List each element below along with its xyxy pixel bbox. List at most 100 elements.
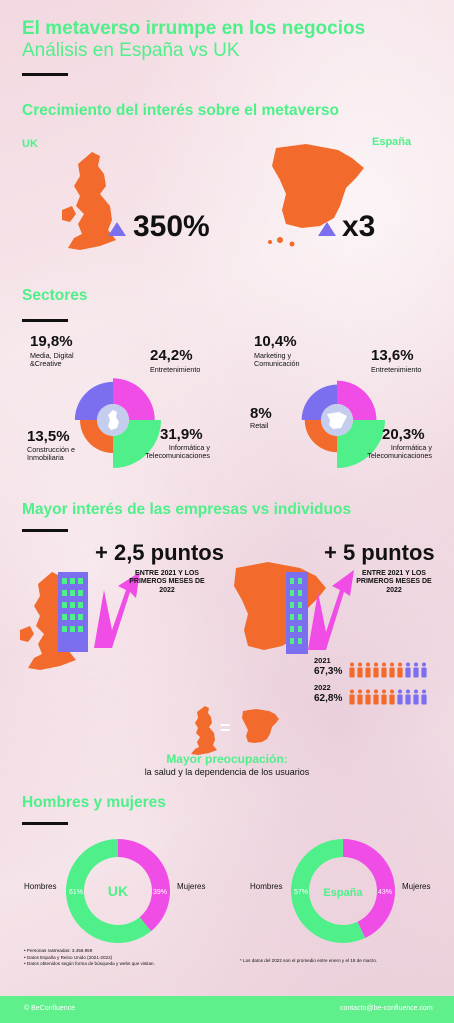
concern-text: la salud y la dependencia de los usuario… bbox=[144, 767, 310, 777]
spain-men-pct: 57% bbox=[294, 889, 308, 896]
uk-women-segment bbox=[118, 839, 170, 932]
spain-sector-label: Retail bbox=[250, 421, 269, 430]
person-icon bbox=[357, 689, 363, 705]
title-divider bbox=[22, 73, 68, 76]
companies-divider bbox=[22, 529, 68, 532]
person-icon bbox=[397, 662, 403, 678]
stat-year: 2022 bbox=[314, 683, 331, 692]
spain-points-note: ENTRE 2021 Y LOS PRIMEROS MESES DE 2022 bbox=[356, 570, 432, 594]
arrow-up-right-icon bbox=[94, 572, 140, 648]
notes-left: • Personas rastreadas: 3.456.959 • Datos… bbox=[24, 948, 155, 968]
uk-women-label: Mujeres bbox=[177, 882, 206, 891]
uk-men-pct: 61% bbox=[69, 889, 83, 896]
uk-sector-value: 31,9% bbox=[160, 426, 203, 443]
uk-sector-value: 13,5% bbox=[27, 428, 70, 445]
arrow-up-right-icon bbox=[308, 570, 354, 650]
spain-gender-donut: España 57% 43% bbox=[291, 839, 396, 943]
main-title: El metaverso irrumpe en los negocios bbox=[22, 18, 366, 39]
people-row bbox=[349, 689, 427, 705]
person-icon bbox=[421, 689, 427, 705]
uk-sector-wedge bbox=[113, 420, 161, 468]
spain-women-label: Mujeres bbox=[402, 882, 431, 891]
spain-sector-wedge bbox=[301, 384, 337, 420]
uk-points-note: ENTRE 2021 Y LOS PRIMEROS MESES DE 2022 bbox=[129, 570, 205, 594]
uk-sector-wedge bbox=[74, 381, 113, 420]
spain-men-segment bbox=[291, 839, 366, 943]
person-icon bbox=[413, 662, 419, 678]
footer-contact[interactable]: contacto@be-confluence.com bbox=[340, 1005, 433, 1012]
note-line: • Datos obtenidos según forma de búsqued… bbox=[24, 961, 155, 967]
uk-points-value: + 2,5 puntos bbox=[95, 540, 224, 565]
uk-men-label: Hombres bbox=[24, 882, 57, 891]
person-icon bbox=[397, 689, 403, 705]
main-subtitle: Análisis en España vs UK bbox=[22, 40, 240, 61]
footer-copyright: © BeConfluence bbox=[24, 1005, 76, 1012]
spain-donut-center-label: España bbox=[323, 887, 363, 899]
sectors-heading: Sectores bbox=[22, 287, 88, 304]
spain-map-icon bbox=[268, 144, 364, 247]
person-icon bbox=[373, 689, 379, 705]
person-icon bbox=[349, 662, 355, 678]
companies-heading: Mayor interés de las empresas vs individ… bbox=[22, 501, 352, 518]
stat-value: 62,8% bbox=[314, 693, 343, 704]
note-line: • Datos España y Reino Unido (2021-2022) bbox=[24, 954, 113, 960]
uk-sector-value: 24,2% bbox=[150, 347, 193, 364]
spain-men-label: Hombres bbox=[250, 882, 283, 891]
uk-mini-map-icon bbox=[108, 410, 119, 430]
person-icon bbox=[373, 662, 379, 678]
building-icon bbox=[58, 572, 88, 652]
concern-title: Mayor preocupación: bbox=[166, 752, 288, 766]
spain-sector-wedge bbox=[304, 420, 337, 453]
uk-sector-label: Entretenimiento bbox=[150, 365, 201, 374]
person-icon bbox=[389, 689, 395, 705]
spain-growth-value: x3 bbox=[342, 210, 376, 243]
uk-sector-label: Media, Digital &Creative bbox=[30, 351, 74, 369]
person-icon bbox=[357, 662, 363, 678]
up-triangle-icon bbox=[108, 222, 126, 236]
uk-sector-chart bbox=[74, 378, 161, 468]
spain-map-icon bbox=[242, 709, 279, 743]
spain-sector-value: 10,4% bbox=[254, 333, 297, 350]
gender-divider bbox=[22, 822, 68, 825]
stat-value: 67,3% bbox=[314, 666, 343, 677]
up-triangle-icon bbox=[318, 222, 336, 236]
spain-sector-label: Entretenimiento bbox=[371, 365, 422, 374]
uk-women-pct: 39% bbox=[153, 889, 167, 896]
equals-sign: = bbox=[220, 718, 231, 738]
uk-sector-wedge bbox=[113, 378, 155, 420]
uk-map-icon bbox=[62, 152, 116, 250]
uk-sector-value: 19,8% bbox=[30, 333, 73, 350]
spain-sector-label: Informática y Telecomunicaciones bbox=[367, 443, 432, 461]
spain-points-value: + 5 puntos bbox=[324, 540, 435, 565]
uk-donut-center-label: UK bbox=[108, 883, 128, 899]
uk-label: UK bbox=[22, 138, 38, 150]
footer: © BeConfluence contacto@be-confluence.co… bbox=[0, 996, 454, 1023]
note-line: • Personas rastreadas: 3.456.959 bbox=[24, 948, 93, 953]
uk-map-icon bbox=[191, 706, 217, 755]
sectors-divider bbox=[22, 319, 68, 322]
spain-mini-map-icon bbox=[327, 412, 347, 429]
spain-sector-wedge bbox=[337, 420, 385, 468]
spain-women-segment bbox=[343, 839, 396, 939]
person-icon bbox=[405, 689, 411, 705]
spain-sector-value: 13,6% bbox=[371, 347, 414, 364]
people-row bbox=[349, 662, 427, 678]
uk-men-segment bbox=[66, 839, 152, 943]
uk-growth-value: 350% bbox=[133, 210, 210, 243]
person-icon bbox=[389, 662, 395, 678]
gender-heading: Hombres y mujeres bbox=[22, 794, 166, 811]
uk-sector-label: Construcción e Inmobiliaria bbox=[27, 445, 75, 463]
person-icon bbox=[381, 662, 387, 678]
person-icon bbox=[349, 689, 355, 705]
uk-sector-label: Informática y Telecomunicaciones bbox=[145, 443, 210, 461]
person-icon bbox=[421, 662, 427, 678]
person-icon bbox=[365, 662, 371, 678]
uk-sector-wedge bbox=[79, 420, 113, 454]
spain-sector-value: 8% bbox=[250, 405, 272, 422]
notes-right: * Los datos del 2022 son el promedio ent… bbox=[240, 958, 378, 963]
person-icon bbox=[413, 689, 419, 705]
spain-sector-wedge bbox=[337, 380, 377, 420]
spain-sector-value: 20,3% bbox=[382, 426, 425, 443]
spain-sector-chart bbox=[301, 380, 385, 468]
